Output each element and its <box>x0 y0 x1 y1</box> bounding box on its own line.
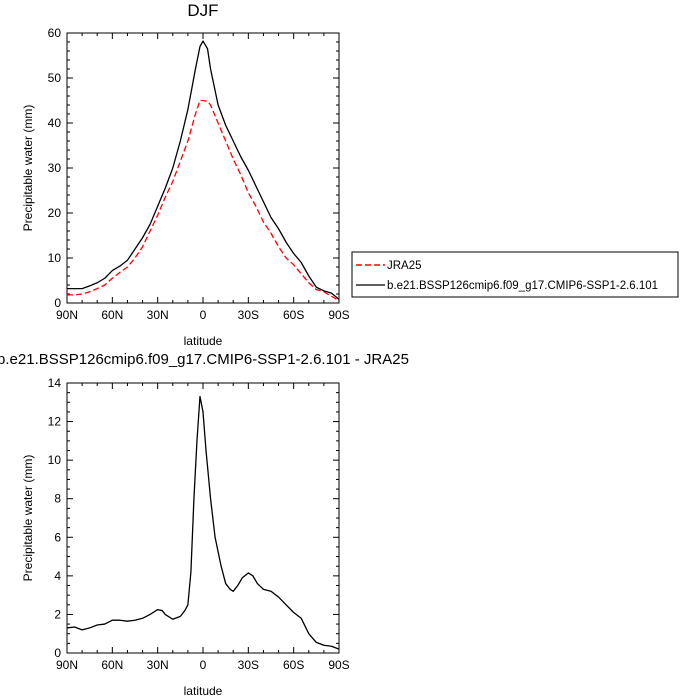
x-tick-label: 30S <box>238 308 259 322</box>
bottom-panel: b.e21.BSSP126cmip6.f09_g17.CMIP6-SSP1-2.… <box>0 351 409 698</box>
y-tick-label: 12 <box>48 415 62 429</box>
x-tick-label: 30S <box>238 658 259 672</box>
x-tick-label: 30N <box>147 658 169 672</box>
x-tick-label: 90S <box>328 308 349 322</box>
y-tick-label: 50 <box>48 71 62 85</box>
bottom-x-axis-label: latitude <box>184 684 223 698</box>
x-tick-label: 90N <box>56 658 78 672</box>
top-series-line-model <box>67 40 340 300</box>
legend-box <box>351 251 679 298</box>
y-tick-label: 30 <box>48 161 62 175</box>
y-tick-label: 6 <box>54 530 61 544</box>
x-tick-label: 60S <box>283 658 304 672</box>
y-tick-label: 10 <box>48 251 62 265</box>
x-tick-label: 90N <box>56 308 78 322</box>
y-tick-label: 10 <box>48 453 62 467</box>
y-tick-label: 40 <box>48 116 62 130</box>
y-tick-label: 14 <box>48 376 62 390</box>
x-tick-label: 90S <box>328 658 349 672</box>
bottom-series-lines <box>66 395 340 650</box>
y-tick-label: 60 <box>48 26 62 40</box>
x-tick-label: 30N <box>147 308 169 322</box>
legend-label-jra25: JRA25 <box>387 260 422 272</box>
y-tick-label: 0 <box>54 296 61 310</box>
legend: JRA25 b.e21.BSSP126cmip6.f09_g17.CMIP6-S… <box>351 251 679 298</box>
top-y-ticks: 0 10 20 30 40 50 60 <box>48 26 339 310</box>
y-tick-label: 20 <box>48 206 62 220</box>
y-tick-label: 4 <box>54 569 61 583</box>
top-panel: DJF 90N 60N 30N 0 30S 60S 90S 0 10 20 30 40 50 60 la… <box>21 1 350 348</box>
x-tick-label: 60N <box>101 658 123 672</box>
bottom-plot-frame <box>66 382 340 654</box>
x-tick-label: 0 <box>200 658 207 672</box>
bottom-series-line-difference <box>66 395 340 650</box>
x-tick-label: 0 <box>200 308 207 322</box>
top-chart-title: DJF <box>187 1 218 20</box>
top-plot-frame <box>66 32 340 304</box>
y-tick-label: 8 <box>54 492 61 506</box>
bottom-y-ticks: 0 2 4 6 8 10 12 14 <box>48 376 339 660</box>
top-series-line-jra25 <box>67 99 340 302</box>
bottom-chart-title: b.e21.BSSP126cmip6.f09_g17.CMIP6-SSP1-2.… <box>0 351 409 368</box>
legend-label-model: b.e21.BSSP126cmip6.f09_g17.CMIP6-SSP1-2.… <box>387 280 658 292</box>
x-tick-label: 60N <box>101 308 123 322</box>
y-tick-label: 0 <box>54 646 61 660</box>
top-x-axis-label: latitude <box>184 334 223 348</box>
top-series-lines <box>67 40 340 302</box>
bottom-x-ticks: 90N 60N 30N 0 30S 60S 90S <box>56 383 350 672</box>
bottom-y-axis-label: Precipitable water (mm) <box>21 455 35 582</box>
top-x-ticks: 90N 60N 30N 0 30S 60S 90S <box>56 33 350 322</box>
y-tick-label: 2 <box>54 607 61 621</box>
x-tick-label: 60S <box>283 308 304 322</box>
top-y-axis-label: Precipitable water (mm) <box>21 105 35 232</box>
